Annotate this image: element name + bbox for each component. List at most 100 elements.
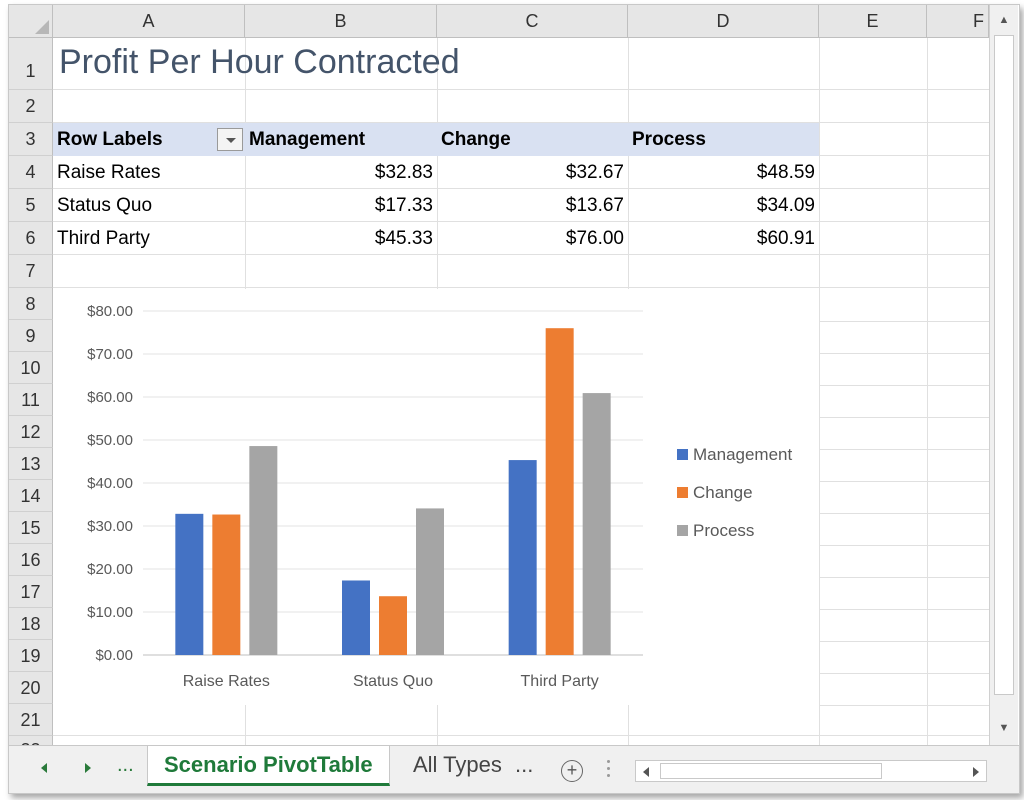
row-header-19[interactable]: 19 bbox=[9, 640, 53, 672]
y-tick-label: $60.00 bbox=[87, 389, 133, 406]
scroll-right-icon[interactable] bbox=[973, 767, 979, 777]
gridline bbox=[819, 545, 989, 546]
scroll-left-icon[interactable] bbox=[643, 767, 649, 777]
tab-all-types[interactable]: All Types bbox=[413, 752, 502, 777]
y-tick-label: $50.00 bbox=[87, 432, 133, 449]
sheet-title[interactable]: Profit Per Hour Contracted bbox=[59, 43, 460, 81]
row-header-5[interactable]: 5 bbox=[9, 189, 53, 222]
vertical-scroll-thumb[interactable] bbox=[994, 35, 1014, 695]
bar-management-raise-rates bbox=[175, 513, 204, 655]
legend-swatch bbox=[677, 449, 688, 460]
row-header-12[interactable]: 12 bbox=[9, 416, 53, 448]
row-header-9[interactable]: 9 bbox=[9, 320, 53, 352]
pivot-cell-process[interactable]: $48.59 bbox=[756, 162, 815, 183]
row-header-20[interactable]: 20 bbox=[9, 672, 53, 704]
filter-dropdown-icon[interactable] bbox=[217, 128, 243, 151]
legend-swatch bbox=[677, 525, 688, 536]
column-header-c[interactable]: C bbox=[437, 5, 628, 38]
pivot-header-row-labels[interactable]: Row Labels bbox=[57, 129, 163, 150]
row-header-14[interactable]: 14 bbox=[9, 480, 53, 512]
gridline bbox=[819, 577, 989, 578]
bar-process-status-quo bbox=[416, 508, 444, 655]
y-tick-label: $20.00 bbox=[87, 561, 133, 578]
row-header-8[interactable]: 8 bbox=[9, 288, 53, 320]
bar-management-status-quo bbox=[342, 580, 370, 655]
row-header-7[interactable]: 7 bbox=[9, 255, 53, 288]
y-tick-label: $10.00 bbox=[87, 604, 133, 621]
select-all-corner[interactable] bbox=[9, 5, 53, 38]
bar-change-third-party bbox=[545, 328, 574, 655]
y-tick-label: $30.00 bbox=[87, 518, 133, 535]
column-header-e[interactable]: E bbox=[819, 5, 927, 38]
pivot-row-label[interactable]: Status Quo bbox=[57, 195, 153, 216]
bar-process-raise-rates bbox=[249, 446, 278, 655]
y-tick-label: $70.00 bbox=[87, 346, 133, 363]
gridline bbox=[819, 353, 989, 354]
gridline bbox=[819, 641, 989, 642]
tab-scroll-right-icon[interactable] bbox=[85, 763, 91, 773]
pivot-chart-svg: $0.00 $10.00 $20.00 $30.00 $40.00 $50.00 $60.0… bbox=[87, 303, 793, 690]
pivot-cell-process[interactable]: $60.91 bbox=[756, 228, 815, 249]
pivot-cell-management[interactable]: $32.83 bbox=[374, 162, 433, 183]
column-header-a[interactable]: A bbox=[53, 5, 245, 38]
bar-change-status-quo bbox=[379, 596, 407, 655]
row-header-21[interactable]: 21 bbox=[9, 704, 53, 736]
row-header-4[interactable]: 4 bbox=[9, 156, 53, 189]
row-header-2[interactable]: 2 bbox=[9, 90, 53, 123]
x-tick-label: Raise Rates bbox=[183, 673, 270, 690]
tab-scroll-left-icon[interactable] bbox=[41, 763, 47, 773]
gridline bbox=[53, 89, 989, 90]
column-header-b[interactable]: B bbox=[245, 5, 437, 38]
pivot-cell-process[interactable]: $34.09 bbox=[756, 195, 815, 216]
y-tick-label: $40.00 bbox=[87, 475, 133, 492]
legend-entry: Management bbox=[693, 445, 793, 464]
pivot-cell-change[interactable]: $13.67 bbox=[565, 195, 624, 216]
row-header-1[interactable]: 1 bbox=[9, 38, 53, 90]
tab-splitter-handle[interactable] bbox=[607, 758, 611, 782]
pivot-cell-change[interactable]: $32.67 bbox=[565, 162, 624, 183]
tab-scenario-pivottable[interactable]: Scenario PivotTable bbox=[147, 746, 390, 786]
tab-nav-more[interactable]: ... bbox=[117, 754, 134, 776]
pivot-row-label[interactable]: Raise Rates bbox=[57, 162, 161, 183]
pivot-cell-management[interactable]: $45.33 bbox=[374, 228, 433, 249]
gridline bbox=[53, 735, 989, 736]
gridline bbox=[819, 321, 989, 322]
horizontal-scroll-thumb[interactable] bbox=[660, 763, 882, 779]
pivot-cell-management[interactable]: $17.33 bbox=[374, 195, 433, 216]
pivot-header-process[interactable]: Process bbox=[632, 129, 706, 150]
row-header-18[interactable]: 18 bbox=[9, 608, 53, 640]
pivot-header-change[interactable]: Change bbox=[441, 129, 511, 150]
row-header-6[interactable]: 6 bbox=[9, 222, 53, 255]
row-header-17[interactable]: 17 bbox=[9, 576, 53, 608]
legend-swatch bbox=[677, 487, 688, 498]
column-header-d[interactable]: D bbox=[628, 5, 819, 38]
pivot-row-label[interactable]: Third Party bbox=[57, 228, 150, 249]
row-header-10[interactable]: 10 bbox=[9, 352, 53, 384]
sheet-tab-bar: ... Scenario PivotTable All Types ... + bbox=[9, 745, 1019, 793]
legend-entry: Process bbox=[693, 521, 754, 540]
row-header-15[interactable]: 15 bbox=[9, 512, 53, 544]
row-header-11[interactable]: 11 bbox=[9, 384, 53, 416]
row-header-16[interactable]: 16 bbox=[9, 544, 53, 576]
scroll-down-icon[interactable]: ▼ bbox=[993, 717, 1015, 739]
vertical-scrollbar[interactable]: ▲ ▼ bbox=[989, 5, 1018, 745]
add-sheet-icon[interactable]: + bbox=[561, 760, 583, 782]
scroll-up-icon[interactable]: ▲ bbox=[993, 9, 1015, 31]
gridline bbox=[53, 221, 989, 222]
pivot-cell-change[interactable]: $76.00 bbox=[565, 228, 624, 249]
tab-more[interactable]: ... bbox=[515, 752, 534, 777]
bar-change-raise-rates bbox=[212, 514, 241, 655]
spreadsheet-window: A B C D E F 1 2 3 4 5 6 7 8 9 10 11 12 13 14 15 16 17 18 1… bbox=[8, 4, 1020, 794]
row-header-13[interactable]: 13 bbox=[9, 448, 53, 480]
gridline bbox=[819, 481, 989, 482]
pivot-header-management[interactable]: Management bbox=[249, 129, 366, 150]
column-header-f[interactable]: F bbox=[927, 5, 989, 38]
gridline bbox=[819, 417, 989, 418]
row-header-3[interactable]: 3 bbox=[9, 123, 53, 156]
gridline bbox=[819, 385, 989, 386]
horizontal-scrollbar[interactable] bbox=[635, 760, 987, 782]
pivot-chart[interactable]: $0.00 $10.00 $20.00 $30.00 $40.00 $50.00 $60.0… bbox=[53, 289, 819, 705]
gridline bbox=[53, 188, 989, 189]
y-tick-label: $0.00 bbox=[95, 647, 133, 664]
gridline bbox=[819, 38, 820, 745]
